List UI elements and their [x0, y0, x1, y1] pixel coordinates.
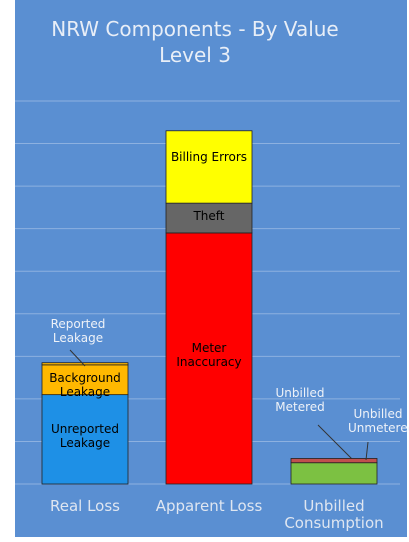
segment-label: Unreported Leakage [50, 422, 120, 451]
leader-line [317, 424, 353, 460]
x-tick-label: Real Loss [49, 497, 120, 515]
segment-label: Unbilled Unmetered [348, 407, 409, 435]
bar-segment [290, 458, 378, 464]
bar-segment [165, 232, 253, 485]
bar-segment [290, 462, 378, 485]
x-tick-label: Apparent Loss [155, 497, 263, 515]
chart-title: NRW Components - By Value [51, 17, 339, 41]
bar-segment [165, 202, 253, 234]
segment-label: Billing Errors [170, 149, 248, 164]
segment-label: Unbilled Metered [275, 386, 325, 414]
segment-label: Reported Leakage [50, 317, 106, 345]
bar-segment [41, 364, 129, 396]
chart-subtitle: Level 3 [159, 43, 231, 67]
segment-label: Background Leakage [49, 370, 121, 399]
bar-segment [41, 394, 129, 485]
bar-segment [41, 362, 129, 366]
segment-label: Meter Inaccuracy [176, 341, 242, 370]
leader-line [365, 441, 369, 461]
x-tick-label: Unbilled Consumption [284, 497, 384, 533]
leader-line [69, 349, 86, 367]
bars [41, 130, 378, 485]
segment-label: Theft [193, 209, 225, 224]
bar-segment [165, 130, 253, 204]
